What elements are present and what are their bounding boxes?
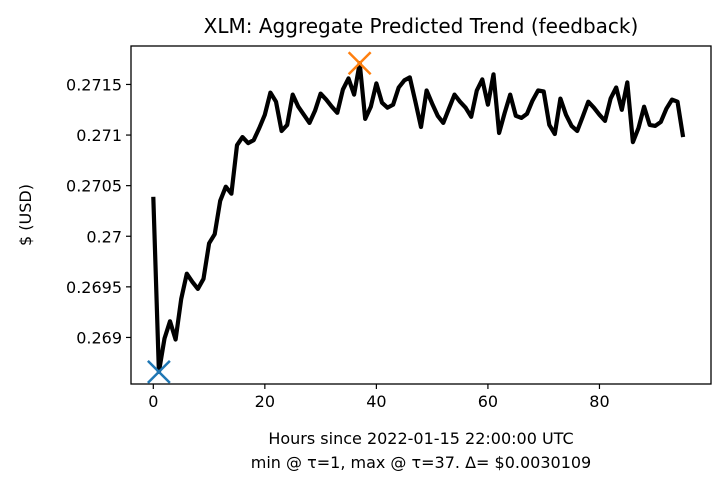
x-axis-caption: min @ τ=1, max @ τ=37. Δ= $0.0030109 <box>251 453 591 472</box>
y-tick-label: 0.271 <box>76 126 122 145</box>
x-tick-label: 60 <box>478 392 498 411</box>
y-axis-label: $ (USD) <box>16 184 35 246</box>
x-tick-label: 80 <box>589 392 609 411</box>
y-axis: 0.269 0.2695 0.27 0.2705 0.271 0.2715 <box>66 75 131 347</box>
marker-layer <box>147 51 372 384</box>
y-tick-label: 0.2715 <box>66 75 122 94</box>
plot-frame <box>130 45 712 385</box>
plot-area <box>130 45 712 385</box>
y-tick-label: 0.2705 <box>66 177 122 196</box>
min-marker <box>147 359 171 384</box>
x-tick-label: 0 <box>148 392 158 411</box>
y-tick-label: 0.27 <box>86 227 122 246</box>
y-tick-label: 0.2695 <box>66 278 122 297</box>
series-layer <box>151 61 686 374</box>
trend-line <box>151 61 686 374</box>
x-tick-label: 40 <box>366 392 386 411</box>
x-axis-label: Hours since 2022-01-15 22:00:00 UTC <box>268 429 573 448</box>
x-tick-label: 20 <box>255 392 275 411</box>
chart-title: XLM: Aggregate Predicted Trend (feedback… <box>204 14 639 38</box>
max-marker <box>347 51 372 76</box>
y-tick-label: 0.269 <box>76 328 122 347</box>
x-axis: 0 20 40 60 80 <box>148 384 610 411</box>
